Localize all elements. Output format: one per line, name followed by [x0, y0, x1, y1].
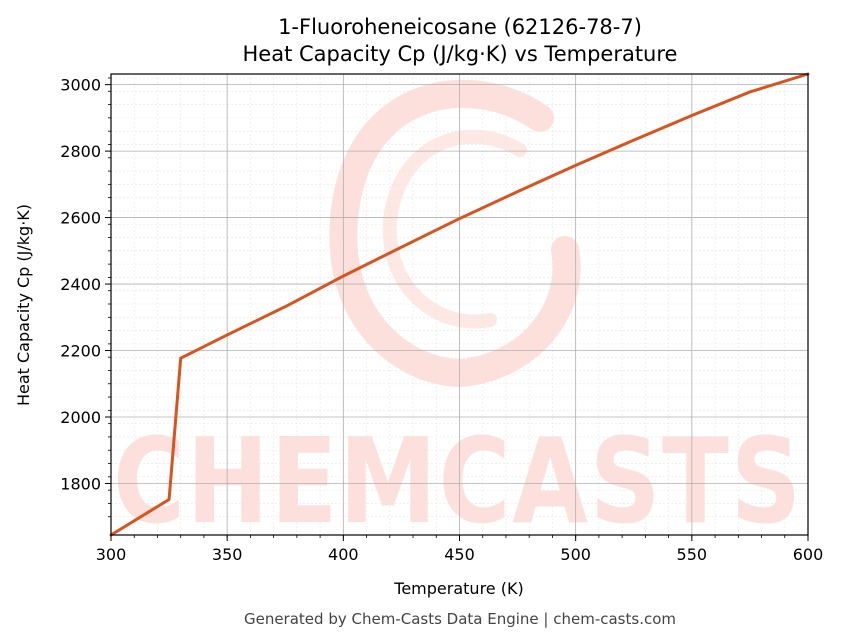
y-tick-label: 2200	[60, 342, 101, 361]
y-tick-label: 1800	[60, 474, 101, 493]
series-line	[109, 72, 810, 537]
y-tick-label: 2400	[60, 275, 101, 294]
y-tick-labels: 1800 2000 2200 2400 2600 2800 3000	[60, 76, 101, 494]
x-tick-label: 450	[444, 545, 475, 564]
series-layer	[109, 72, 810, 537]
x-tick-label: 400	[328, 545, 359, 564]
watermark-logo: CHEMCASTS	[113, 79, 803, 550]
footer-credit: Generated by Chem-Casts Data Engine | ch…	[244, 610, 676, 628]
y-tick-label: 2800	[60, 142, 101, 161]
y-tick-label: 2600	[60, 209, 101, 228]
x-axis-label: Temperature (K)	[393, 579, 523, 598]
ticks	[105, 77, 809, 541]
x-tick-label: 500	[560, 545, 591, 564]
x-tick-label: 600	[793, 545, 824, 564]
watermark-swirl-inner	[382, 129, 527, 329]
x-tick-label: 300	[96, 545, 127, 564]
chart-subtitle: Heat Capacity Cp (J/kg·K) vs Temperature	[243, 42, 678, 66]
y-tick-label: 3000	[60, 76, 101, 95]
y-axis-label: Heat Capacity Cp (J/kg·K)	[14, 204, 33, 406]
x-tick-label: 550	[677, 545, 708, 564]
watermark-swirl	[329, 79, 581, 387]
chart-title: 1-Fluoroheneicosane (62126-78-7)	[278, 15, 642, 39]
y-tick-label: 2000	[60, 408, 101, 427]
x-tick-labels: 300 350 400 450 500 550 600	[96, 545, 824, 564]
x-tick-label: 350	[212, 545, 243, 564]
watermark-text: CHEMCASTS	[113, 412, 803, 550]
